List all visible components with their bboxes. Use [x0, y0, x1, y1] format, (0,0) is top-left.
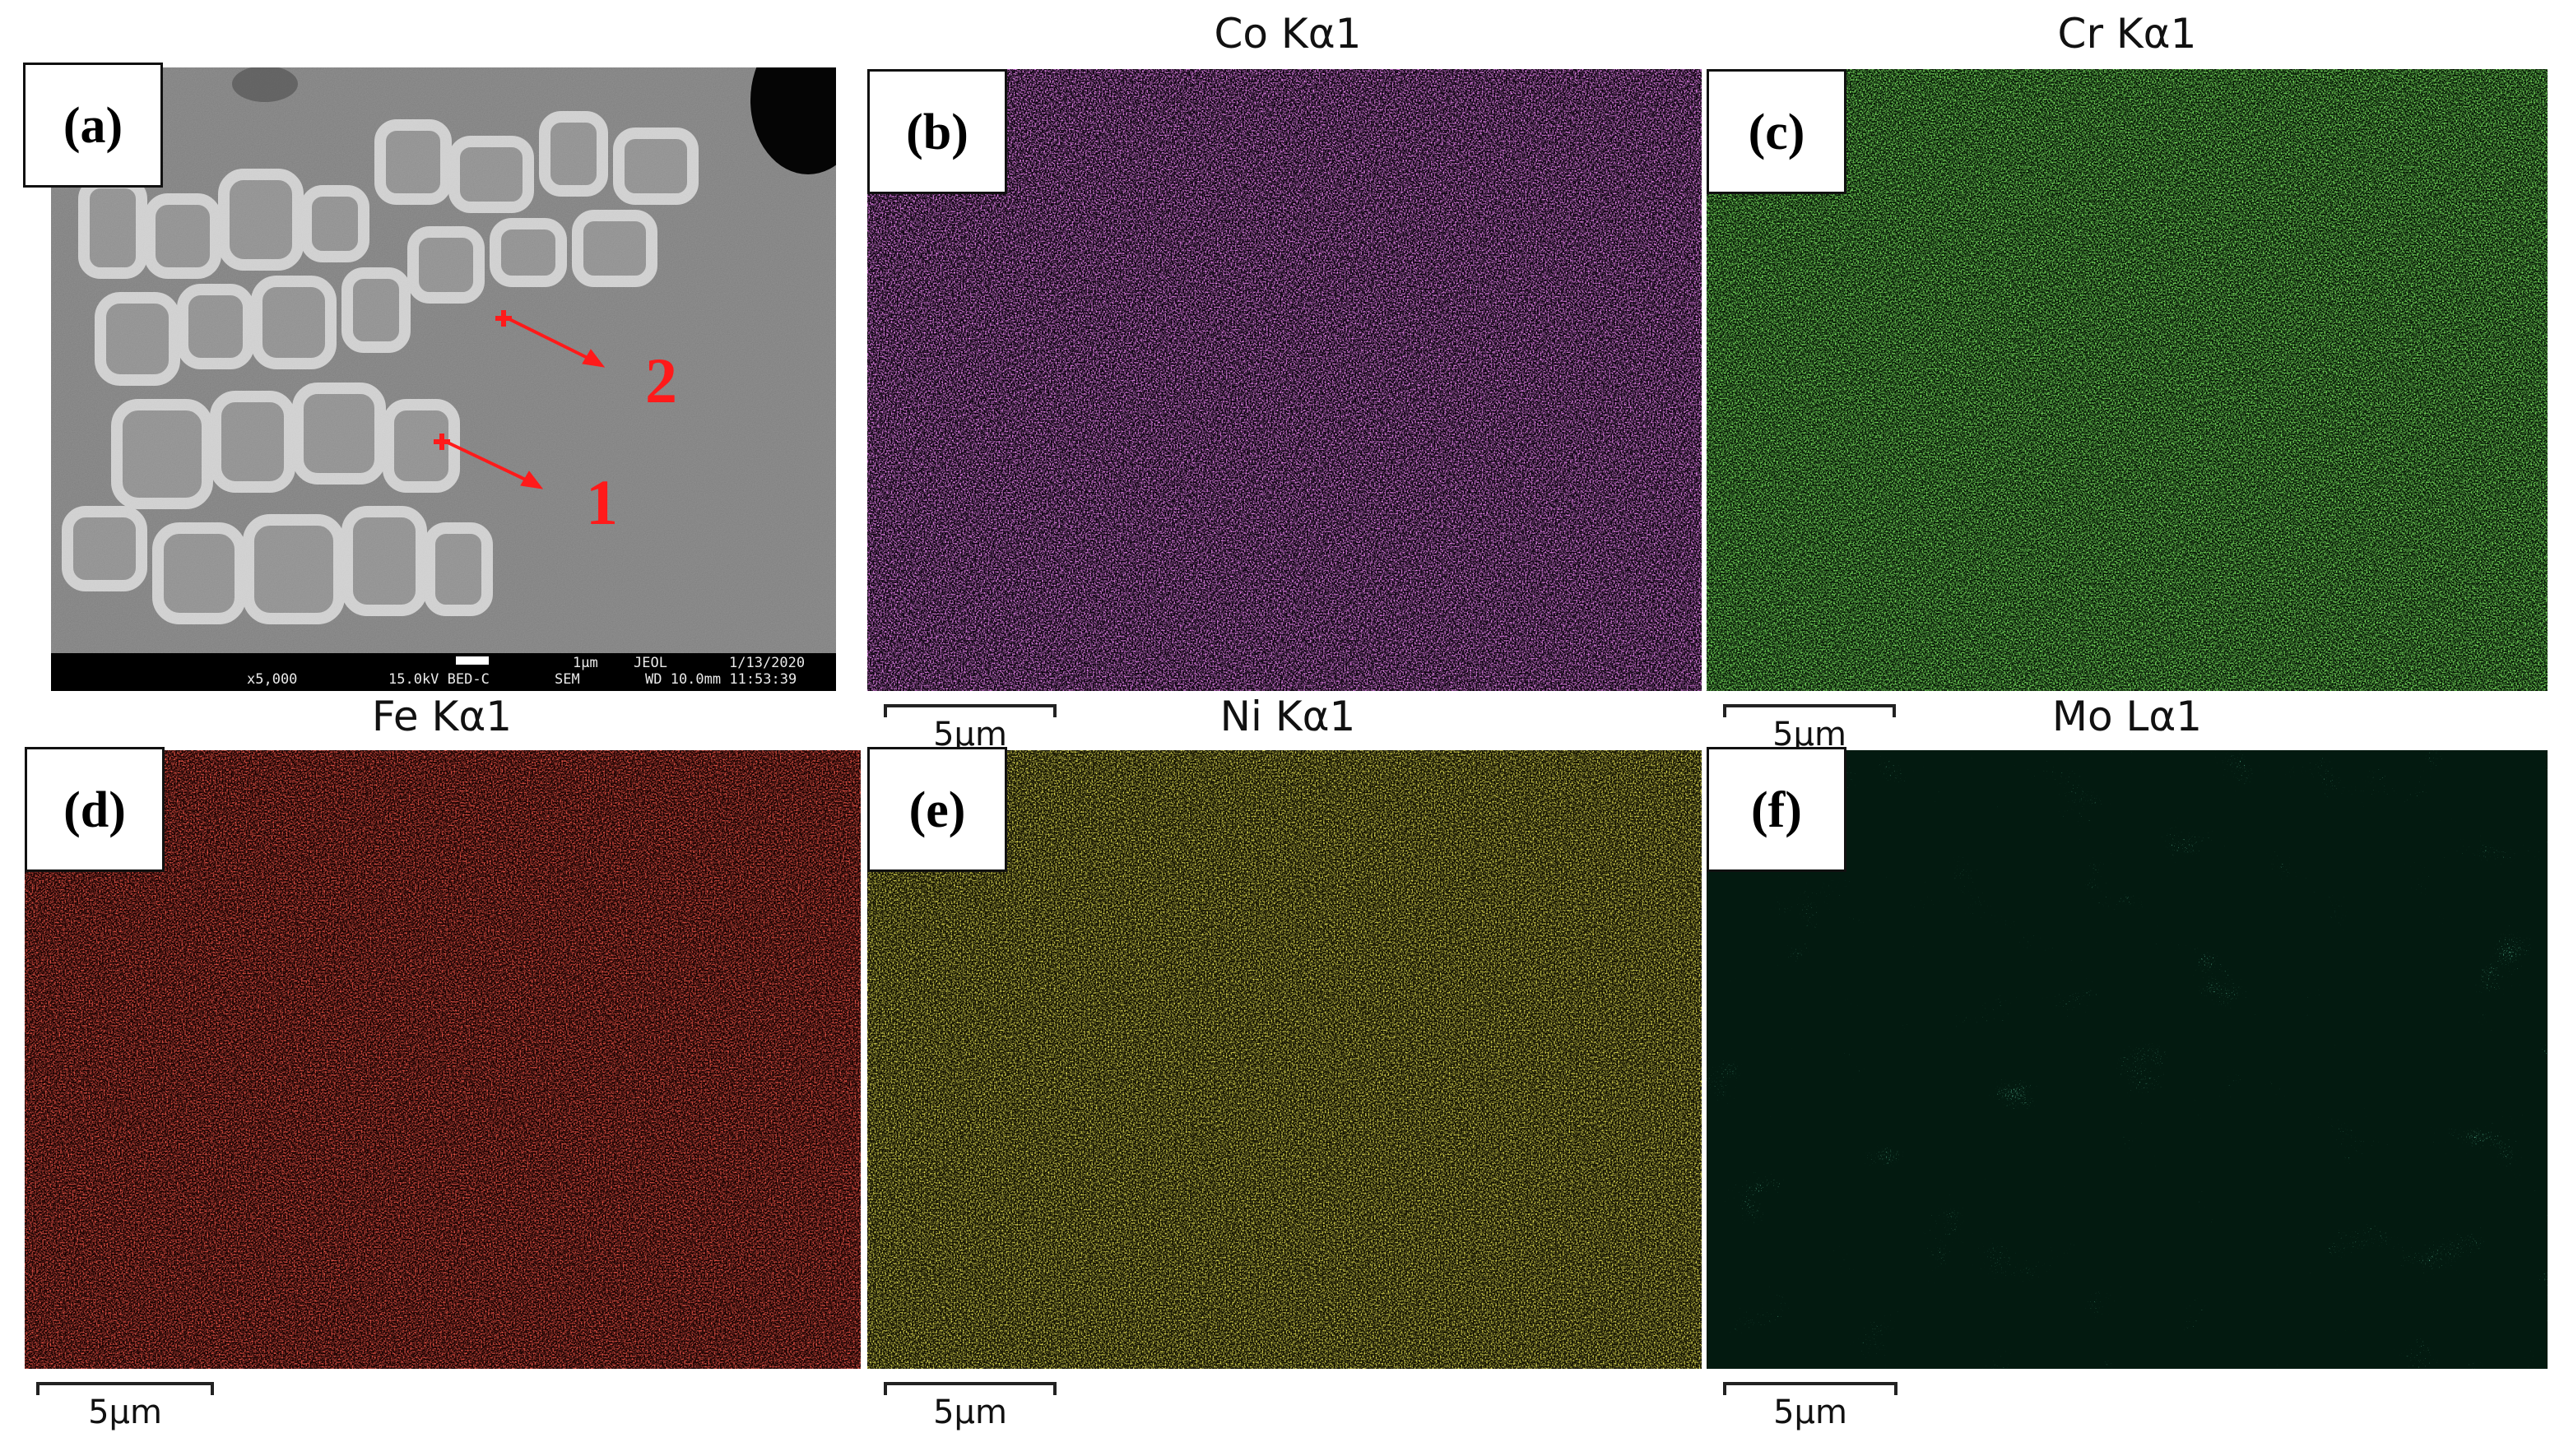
sem-vendor: JEOL: [634, 655, 667, 671]
map-title-fe: Fe Kα1: [371, 693, 513, 740]
scale-label-f: 5µm: [1773, 1393, 1847, 1431]
sem-info-bar: 1µm JEOL 1/13/2020 x5,000 15.0kV BED-C S…: [51, 653, 836, 691]
sem-micrograph: [51, 67, 836, 691]
map-title-co: Co Kα1: [1214, 10, 1362, 58]
panel-label-b: (b): [867, 69, 1007, 194]
panel-label-a: (a): [23, 63, 163, 188]
sem-mode: SEM: [555, 671, 580, 688]
scale-bar-d: 5µm: [36, 1382, 214, 1431]
elemental-map-cr: [1707, 69, 2548, 691]
point-markers: [434, 310, 606, 489]
scale-label-e: 5µm: [933, 1393, 1007, 1431]
sem-scale-bar: [456, 656, 489, 665]
sem-image: 2 1 1µm JEOL 1/13/2020 x5,000 15.0kV BED…: [51, 67, 836, 691]
sem-magnification: x5,000: [247, 671, 298, 688]
elemental-map-mo: [1707, 750, 2548, 1369]
point-label-1: 1: [586, 466, 618, 538]
panel-label-d: (d): [25, 747, 165, 872]
scale-bar-e: 5µm: [884, 1382, 1057, 1431]
panel-label-e: (e): [867, 747, 1007, 872]
scale-bar-f: 5µm: [1723, 1382, 1897, 1431]
sem-date: 1/13/2020: [729, 655, 806, 671]
panel-label-f: (f): [1707, 747, 1846, 872]
map-title-mo: Mo Lα1: [2051, 693, 2203, 740]
map-title-ni: Ni Kα1: [1219, 693, 1356, 740]
point-label-2: 2: [645, 345, 677, 416]
map-title-cr: Cr Kα1: [2057, 10, 2197, 58]
scale-label-d: 5µm: [88, 1393, 162, 1431]
sem-scale: 1µm: [573, 655, 598, 671]
sem-voltage: 15.0kV BED-C: [388, 671, 490, 688]
elemental-map-fe: [25, 750, 861, 1369]
panel-label-c: (c): [1707, 69, 1846, 194]
sem-working-distance: WD 10.0mm 11:53:39: [645, 671, 797, 688]
dark-pore: [750, 67, 836, 174]
